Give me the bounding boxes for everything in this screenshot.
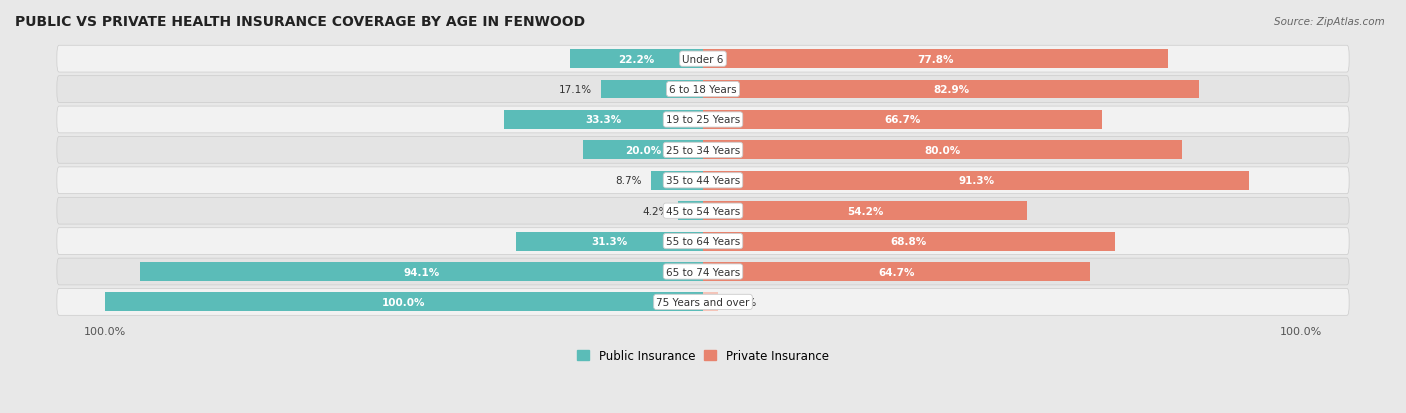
Text: 45 to 54 Years: 45 to 54 Years — [666, 206, 740, 216]
Text: 17.1%: 17.1% — [558, 85, 592, 95]
Text: 94.1%: 94.1% — [404, 267, 440, 277]
FancyBboxPatch shape — [56, 198, 1350, 225]
Text: PUBLIC VS PRIVATE HEALTH INSURANCE COVERAGE BY AGE IN FENWOOD: PUBLIC VS PRIVATE HEALTH INSURANCE COVER… — [15, 15, 585, 29]
Text: 68.8%: 68.8% — [890, 237, 927, 247]
Text: 6 to 18 Years: 6 to 18 Years — [669, 85, 737, 95]
Text: 31.3%: 31.3% — [592, 237, 627, 247]
Text: 33.3%: 33.3% — [585, 115, 621, 125]
FancyBboxPatch shape — [56, 259, 1350, 285]
FancyBboxPatch shape — [56, 46, 1350, 73]
Bar — [703, 81, 1199, 99]
Text: 55 to 64 Years: 55 to 64 Years — [666, 237, 740, 247]
Bar — [703, 141, 1181, 160]
Text: 8.7%: 8.7% — [616, 176, 643, 186]
Bar — [651, 171, 703, 190]
Bar — [678, 202, 703, 221]
Text: 25 to 34 Years: 25 to 34 Years — [666, 145, 740, 156]
Text: 35 to 44 Years: 35 to 44 Years — [666, 176, 740, 186]
Bar — [703, 50, 1168, 69]
Text: 0.0%: 0.0% — [730, 297, 756, 307]
Bar — [703, 262, 1090, 281]
Bar — [104, 293, 703, 311]
Text: 66.7%: 66.7% — [884, 115, 921, 125]
Bar — [583, 141, 703, 160]
Text: 91.3%: 91.3% — [957, 176, 994, 186]
Bar — [703, 202, 1028, 221]
Text: 77.8%: 77.8% — [918, 55, 955, 64]
Text: 54.2%: 54.2% — [846, 206, 883, 216]
Text: 100.0%: 100.0% — [382, 297, 426, 307]
Text: 4.2%: 4.2% — [643, 206, 669, 216]
Bar — [703, 111, 1102, 130]
FancyBboxPatch shape — [56, 76, 1350, 103]
Text: 82.9%: 82.9% — [934, 85, 969, 95]
Bar — [703, 171, 1249, 190]
Text: 80.0%: 80.0% — [924, 145, 960, 156]
FancyBboxPatch shape — [56, 289, 1350, 316]
FancyBboxPatch shape — [56, 107, 1350, 133]
Bar — [503, 111, 703, 130]
Text: 75 Years and over: 75 Years and over — [657, 297, 749, 307]
FancyBboxPatch shape — [56, 228, 1350, 255]
FancyBboxPatch shape — [56, 168, 1350, 194]
Text: 22.2%: 22.2% — [619, 55, 655, 64]
Text: 20.0%: 20.0% — [626, 145, 661, 156]
Bar — [600, 81, 703, 99]
Bar — [703, 293, 718, 311]
Text: Source: ZipAtlas.com: Source: ZipAtlas.com — [1274, 17, 1385, 26]
FancyBboxPatch shape — [56, 137, 1350, 164]
Bar — [571, 50, 703, 69]
Bar — [703, 232, 1115, 251]
Text: 64.7%: 64.7% — [879, 267, 915, 277]
Legend: Public Insurance, Private Insurance: Public Insurance, Private Insurance — [572, 344, 834, 367]
Text: 19 to 25 Years: 19 to 25 Years — [666, 115, 740, 125]
Bar — [516, 232, 703, 251]
Bar — [141, 262, 703, 281]
Text: Under 6: Under 6 — [682, 55, 724, 64]
Text: 65 to 74 Years: 65 to 74 Years — [666, 267, 740, 277]
